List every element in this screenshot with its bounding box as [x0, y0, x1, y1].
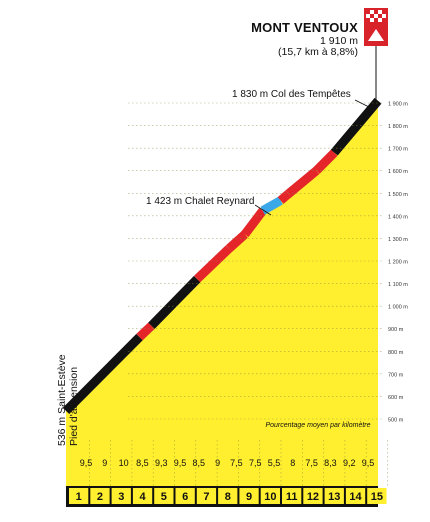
km-cell	[260, 488, 280, 504]
summit-altitude: 1 910 m	[320, 35, 358, 47]
altitude-gridlines	[128, 102, 384, 420]
gradient-segments	[62, 97, 382, 415]
summit-flag-icon	[364, 8, 388, 46]
altitude-tick-label: 1 700 m	[388, 147, 408, 153]
gradient-label: 8	[290, 458, 295, 468]
gradient-segment-5	[225, 231, 248, 252]
gradient-labels: 9,5 9 10 8,5 9,3 9,5 8,5 9 7,5 7,5 5,5 8 7,5 8,3 9,2 9,…	[80, 440, 388, 486]
km-label: 8	[225, 491, 231, 503]
gradient-axis-title: Pourcentage moyen par kilomètre	[265, 422, 370, 429]
gradient-label: 9	[215, 458, 220, 468]
km-cell	[111, 488, 131, 504]
altitude-tick-label: 500 m	[388, 418, 404, 424]
gradient-label: 7,5	[305, 458, 318, 468]
km-cell	[69, 488, 89, 504]
km-label: 3	[118, 491, 124, 503]
altitude-tick-label: 1 500 m	[388, 192, 408, 198]
km-cell	[175, 488, 195, 504]
gradient-label: 10	[119, 458, 129, 468]
km-cell	[154, 488, 174, 504]
gradient-label: 9,5	[174, 458, 187, 468]
km-label: 14	[349, 491, 362, 503]
gradient-segment-4	[194, 245, 233, 283]
km-cell	[345, 488, 366, 504]
km-label: 9	[246, 491, 252, 503]
gradient-label: 9,5	[362, 458, 375, 468]
gradient-label: 9,3	[155, 458, 168, 468]
gradient-segment-11	[330, 97, 382, 156]
summit-details: (15,7 km à 8,8%)	[278, 46, 358, 58]
km-label: 12	[307, 491, 319, 503]
km-cell	[367, 488, 387, 504]
altitude-tick-label: 1 400 m	[388, 214, 408, 220]
km-label: 2	[97, 491, 103, 503]
profile-area	[66, 100, 378, 506]
altitude-tick-label: 1 900 m	[388, 102, 408, 108]
altitude-tick-label: 1 600 m	[388, 169, 408, 175]
chalet-reynard-label: 1 423 m Chalet Reynard	[146, 196, 255, 207]
gradient-segment-9	[285, 167, 320, 198]
gradient-segment-10	[313, 149, 338, 174]
altitude-tick-label: 1 300 m	[388, 237, 408, 243]
col-tempetes-pointer	[354, 99, 370, 108]
km-label: 13	[328, 491, 340, 503]
start-label: 536 m Saint-Estève	[56, 354, 68, 446]
altitude-tick-label: 1 800 m	[388, 124, 408, 130]
altitude-tick-label: 1 200 m	[388, 260, 408, 266]
km-cell	[218, 488, 238, 504]
km-label: 6	[182, 491, 188, 503]
km-label: 4	[139, 491, 146, 503]
summit-name: MONT VENTOUX	[251, 20, 358, 35]
km-label: 7	[203, 491, 209, 503]
gradient-segment-2	[136, 322, 155, 341]
gradient-label: 7,5	[249, 458, 262, 468]
altitude-ticks: 500 m 600 m 700 m 800 m 900 m 1 000 m 1 100 m 1…	[388, 102, 408, 424]
altitude-tick-label: 900 m	[388, 327, 404, 333]
gradient-segment-6	[241, 207, 267, 238]
chalet-reynard-pointer	[254, 204, 272, 216]
km-label: 1	[76, 491, 82, 503]
gradient-label: 8,5	[136, 458, 149, 468]
start-sublabel: Pied d'ascension	[68, 366, 80, 446]
km-cell	[196, 488, 217, 504]
gradient-segment-8	[277, 190, 292, 204]
km-label: 10	[264, 491, 276, 503]
altitude-tick-label: 1 100 m	[388, 282, 408, 288]
km-cell	[239, 488, 259, 504]
km-cell	[90, 488, 110, 504]
gradient-label: 9,5	[80, 458, 93, 468]
gradient-segment-1	[62, 333, 143, 415]
km-cell	[324, 488, 344, 504]
altitude-tick-label: 600 m	[388, 395, 404, 401]
gradient-label: 9,2	[343, 458, 356, 468]
gradient-segment-3	[148, 275, 201, 329]
km-label: 15	[371, 491, 383, 503]
altitude-tick-label: 700 m	[388, 372, 404, 378]
gradient-label: 8,3	[324, 458, 337, 468]
km-cell	[303, 488, 323, 504]
gradient-label: 8,5	[193, 458, 206, 468]
altitude-tick-label: 800 m	[388, 350, 404, 356]
gradient-segment-7	[260, 196, 283, 215]
km-strip: 1 2 3 4 5 6 7 8 9 10 11 12 13 14 15	[66, 486, 387, 507]
km-label: 11	[286, 491, 298, 503]
start-label-group: 536 m Saint-Estève Pied d'ascension	[56, 354, 80, 446]
altitude-tick-label: 1 000 m	[388, 305, 408, 311]
km-label: 5	[161, 491, 167, 503]
km-cell	[282, 488, 302, 504]
gradient-label: 7,5	[230, 458, 243, 468]
km-cell	[132, 488, 153, 504]
gradient-label: 5,5	[268, 458, 281, 468]
gradient-label: 9	[102, 458, 107, 468]
col-tempetes-label: 1 830 m Col des Tempêtes	[232, 89, 351, 100]
